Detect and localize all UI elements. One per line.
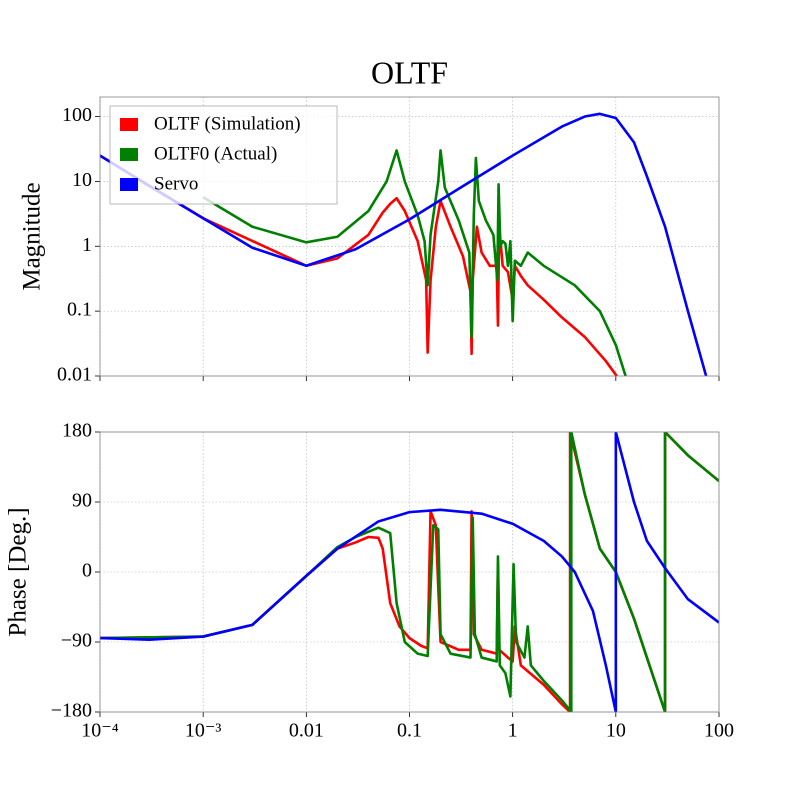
- series-line: [100, 154, 619, 376]
- axes-frame: [99, 431, 720, 713]
- y-tick-label: −180: [51, 700, 92, 722]
- legend-box: [109, 105, 338, 205]
- x-tick-label: 100: [704, 720, 734, 742]
- y-tick-label: 180: [62, 420, 92, 442]
- series-line: [100, 112, 708, 376]
- y-tick-label: 100: [62, 104, 92, 126]
- y-axis-label: Phase [Deg.]: [5, 507, 32, 636]
- legend-label: OLTF (Simulation): [154, 113, 301, 134]
- y-axis-label: Magnitude: [19, 182, 46, 290]
- legend-swatch: [120, 178, 138, 191]
- series-line: [100, 432, 719, 712]
- y-tick-label: 1: [82, 234, 92, 256]
- legend-label: Servo: [154, 173, 198, 194]
- y-tick-label: 0.01: [57, 364, 92, 386]
- y-tick-label: 0: [82, 560, 92, 582]
- series-line: [100, 432, 719, 712]
- y-tick-label: −90: [61, 630, 92, 652]
- x-tick-label: 10⁻³: [185, 720, 222, 742]
- y-tick-label: 0.1: [67, 299, 92, 321]
- series-line: [202, 149, 627, 376]
- y-tick-label: 90: [72, 490, 92, 512]
- x-tick-label: 0.01: [289, 720, 324, 742]
- chart-title: OLTF: [371, 54, 448, 90]
- x-tick-label: 0.1: [397, 720, 422, 742]
- legend-label: OLTF0 (Actual): [154, 143, 277, 164]
- legend-swatch: [120, 148, 138, 161]
- legend: OLTF (Simulation) OLTF0 (Actual) Servo: [109, 105, 338, 205]
- legend-swatch: [120, 118, 138, 131]
- x-tick-label: 1: [508, 720, 518, 742]
- y-tick-label: 10: [72, 169, 92, 191]
- x-tick-label: 10⁻⁴: [81, 720, 119, 742]
- x-tick-label: 10: [606, 720, 626, 742]
- axes-frame: [99, 96, 720, 377]
